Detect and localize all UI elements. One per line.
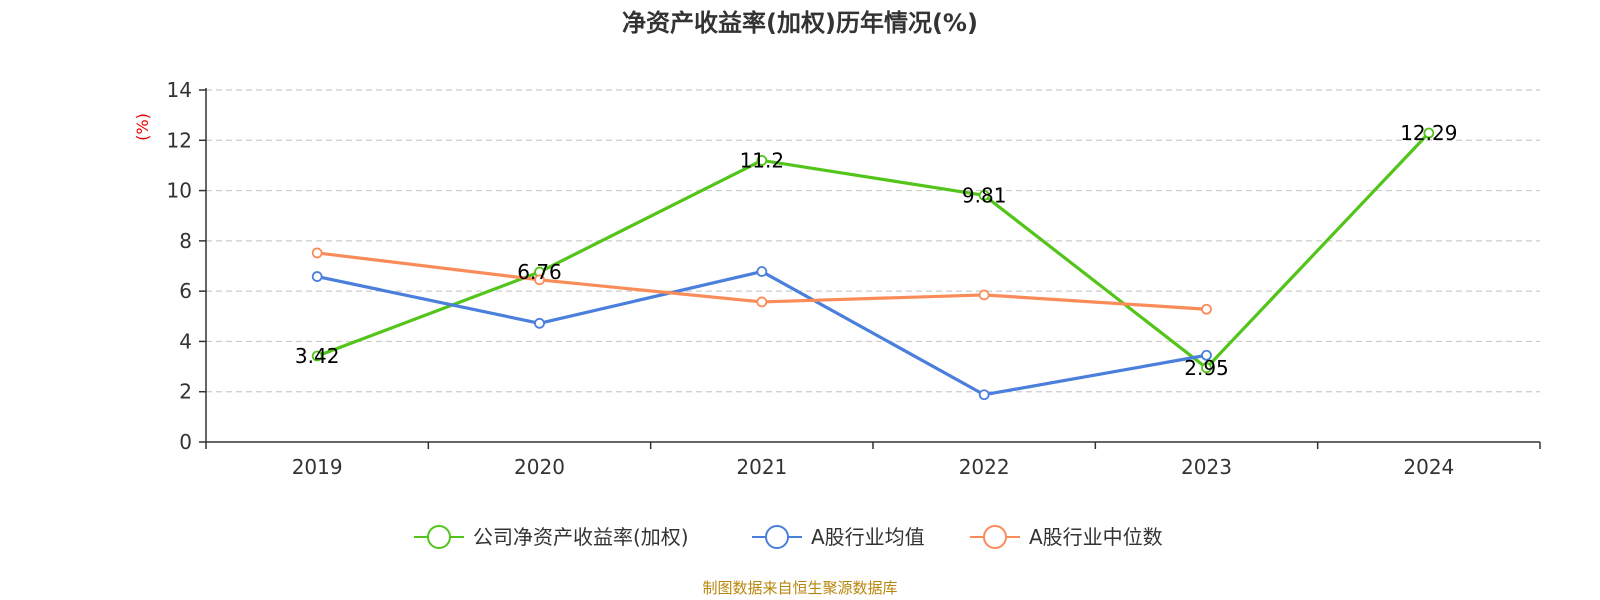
- data-point: [1423, 127, 1435, 139]
- legend-label: A股行业中位数: [1029, 525, 1163, 549]
- data-point: [311, 247, 323, 259]
- data-point: [978, 289, 990, 301]
- legend-label: 公司净资产收益率(加权): [473, 525, 689, 549]
- data-label: 6.76: [517, 260, 562, 284]
- data-label: 2.95: [1184, 356, 1229, 380]
- legend-marker: [983, 525, 1007, 549]
- data-point: [311, 271, 323, 282]
- y-tick-label: 12: [167, 128, 192, 152]
- axes: 0 2 4 6 8 10 12 14 2019 2020 2021 2022 2023 2024: [167, 78, 1541, 479]
- legend-item[interactable]: A股行业均值: [752, 525, 925, 549]
- legend-marker: [427, 525, 451, 549]
- data-point: [756, 154, 768, 166]
- data-point: [978, 189, 990, 201]
- y-tick-label: 6: [179, 279, 192, 303]
- data-label: 3.42: [295, 344, 340, 368]
- data-point: [756, 266, 768, 277]
- legend-label: A股行业均值: [811, 525, 925, 549]
- y-tick-label: 8: [179, 229, 192, 253]
- data-point: [1201, 349, 1212, 361]
- x-tick-label: 2022: [959, 455, 1010, 479]
- series-line: [316, 131, 1430, 370]
- data-point: [1201, 362, 1212, 374]
- x-tick-label: 2023: [1181, 455, 1232, 479]
- data-point: [756, 296, 768, 308]
- data-labels: 3.42 6.76 11.2 9.81 2.95 12.29: [295, 121, 1458, 380]
- x-tick-label: 2019: [292, 455, 343, 479]
- data-label: 11.2: [740, 148, 785, 172]
- legend[interactable]: 公司净资产收益率(加权) A股行业均值 A股行业中位数: [414, 525, 1163, 549]
- gridlines: [206, 89, 1540, 393]
- data-point: [978, 389, 990, 401]
- data-label: 12.29: [1400, 121, 1457, 145]
- legend-item[interactable]: A股行业中位数: [970, 525, 1163, 549]
- x-tick-label: 2024: [1403, 455, 1454, 479]
- y-tick-label: 10: [167, 179, 192, 203]
- data-source-note: 制图数据来自恒生聚源数据库: [702, 579, 897, 597]
- y-axis-unit-label: (%): [133, 113, 152, 141]
- legend-marker: [765, 525, 789, 549]
- legend-item[interactable]: 公司净资产收益率(加权): [414, 525, 689, 549]
- series-line: [316, 269, 1207, 397]
- data-point: [1201, 303, 1212, 315]
- data-point: [311, 350, 323, 362]
- y-tick-label: 0: [179, 430, 192, 454]
- x-tick-label: 2020: [514, 455, 565, 479]
- series-layer: [311, 127, 1435, 401]
- chart-title: 净资产收益率(加权)历年情况(%): [622, 9, 978, 37]
- x-tick-label: 2021: [736, 455, 787, 479]
- data-point: [534, 274, 545, 286]
- y-tick-label: 4: [179, 329, 192, 353]
- y-tick-label: 2: [179, 380, 192, 404]
- data-label: 9.81: [962, 183, 1007, 207]
- y-tick-label: 14: [167, 78, 192, 102]
- data-point: [534, 317, 545, 329]
